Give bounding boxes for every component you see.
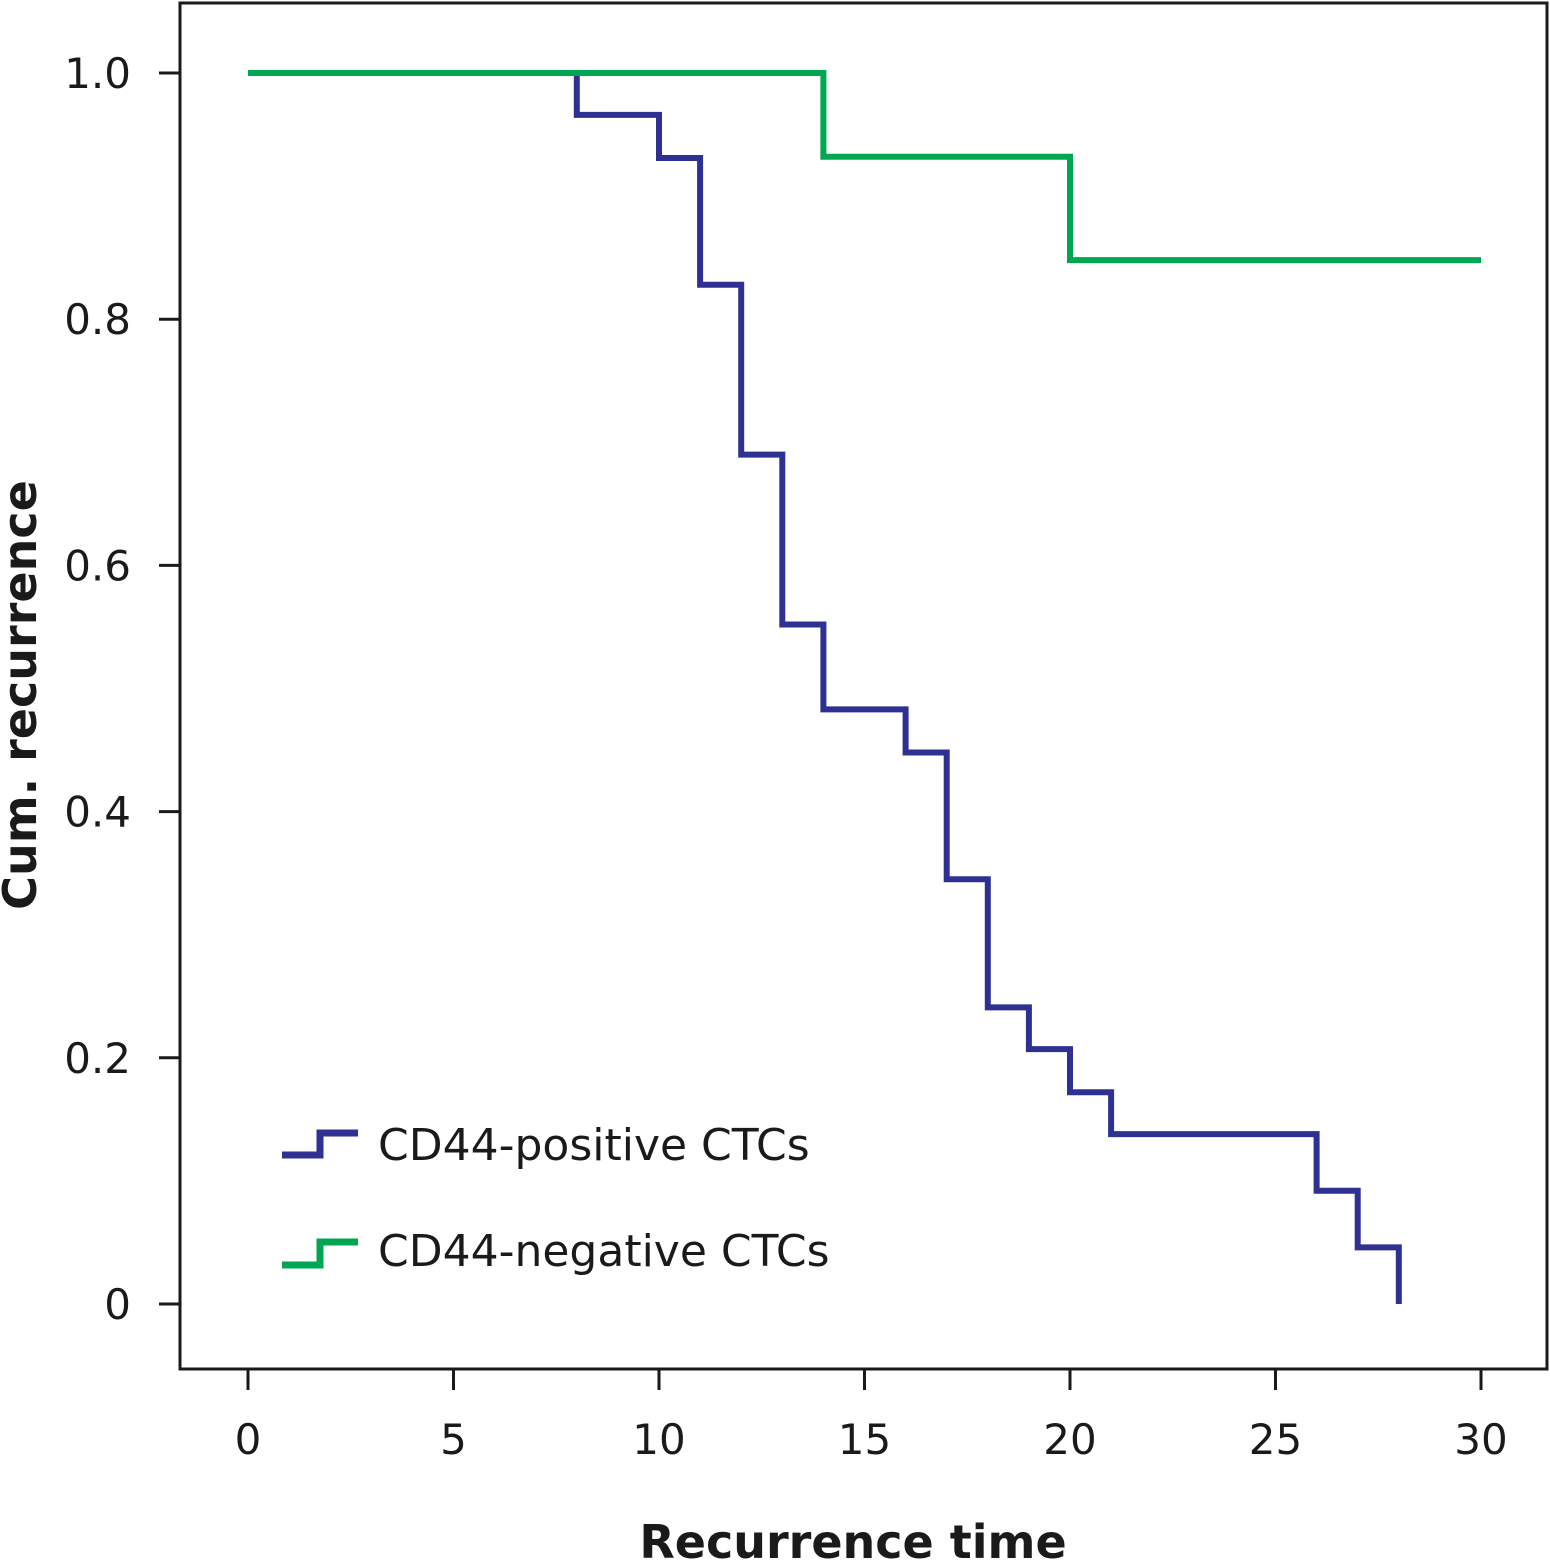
y-tick-label: 1.0 <box>64 49 131 98</box>
y-axis-title: Cum. recurrence <box>0 480 47 910</box>
legend: CD44-positive CTCs CD44-negative CTCs <box>282 1120 830 1277</box>
legend-label-positive: CD44-positive CTCs <box>378 1120 810 1171</box>
series-line-positive <box>248 70 1402 1304</box>
y-axis-ticks: 0 0.2 0.4 0.6 0.8 1.0 <box>64 49 180 1329</box>
x-tick-label: 30 <box>1454 1415 1507 1464</box>
y-tick-label: 0 <box>104 1280 131 1329</box>
x-tick-label: 15 <box>838 1415 891 1464</box>
legend-swatch-positive <box>282 1129 358 1159</box>
x-tick-label: 5 <box>440 1415 467 1464</box>
legend-swatch-negative <box>282 1238 358 1269</box>
x-axis-ticks: 0 5 10 15 20 25 30 <box>235 1369 1508 1464</box>
x-tick-label: 20 <box>1043 1415 1096 1464</box>
series-line-negative <box>248 70 1481 264</box>
x-axis-title: Recurrence time <box>639 1515 1066 1563</box>
x-tick-label: 10 <box>632 1415 685 1464</box>
legend-label-negative: CD44-negative CTCs <box>378 1226 830 1277</box>
series-layer <box>248 70 1481 1304</box>
x-tick-label: 0 <box>235 1415 262 1464</box>
y-tick-label: 0.8 <box>64 295 131 344</box>
y-tick-label: 0.4 <box>64 788 131 837</box>
x-tick-label: 25 <box>1249 1415 1302 1464</box>
y-tick-label: 0.6 <box>64 541 131 590</box>
y-tick-label: 0.2 <box>64 1034 131 1083</box>
